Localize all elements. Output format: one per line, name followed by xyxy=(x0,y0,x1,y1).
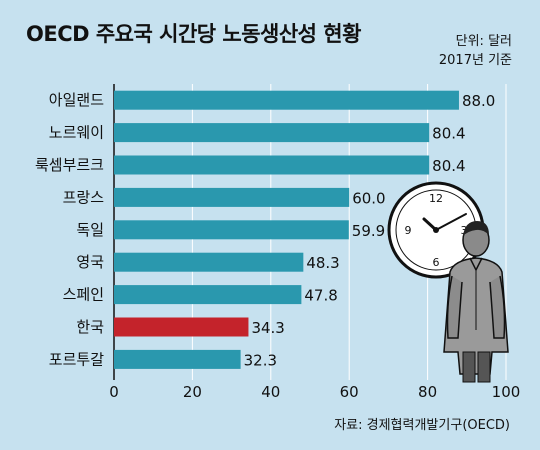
category-label: 포르투갈 xyxy=(49,350,104,368)
value-label: 80.4 xyxy=(432,125,465,143)
base-year-label: 2017년 기준 xyxy=(438,53,512,68)
value-label: 60.0 xyxy=(352,189,385,207)
bar xyxy=(114,285,302,305)
value-labels: 88.0 80.4 80.4 60.0 59.9 48.3 47.8 34.3 32.3 xyxy=(244,92,496,369)
x-tick-label: 80 xyxy=(418,383,437,401)
bar xyxy=(114,123,430,143)
category-label: 노르웨이 xyxy=(49,124,104,142)
category-label: 독일 xyxy=(76,221,104,239)
value-label: 80.4 xyxy=(432,157,465,175)
svg-text:12: 12 xyxy=(429,192,443,205)
value-label: 32.3 xyxy=(244,351,277,369)
svg-text:6: 6 xyxy=(433,256,440,269)
bar xyxy=(114,220,349,240)
clock-icon: 12 3 6 9 xyxy=(387,181,485,279)
x-tick-label: 60 xyxy=(340,383,359,401)
svg-text:9: 9 xyxy=(405,224,412,237)
value-label: 48.3 xyxy=(306,254,339,272)
x-tick-label: 40 xyxy=(261,383,280,401)
bar xyxy=(114,252,304,272)
x-tick-labels: 0 20 40 60 80 100 xyxy=(109,383,520,401)
source-note: 자료: 경제협력개발기구(OECD) xyxy=(334,418,510,433)
x-tick-label: 100 xyxy=(492,383,521,401)
x-tick-label: 20 xyxy=(183,383,202,401)
svg-text:3: 3 xyxy=(461,224,468,237)
bars xyxy=(114,90,459,369)
bar xyxy=(114,90,459,110)
value-label: 34.3 xyxy=(251,319,284,337)
bar xyxy=(114,317,249,337)
category-label: 아일랜드 xyxy=(49,91,104,109)
category-label: 영국 xyxy=(76,253,104,271)
value-label: 59.9 xyxy=(352,222,385,240)
clock-illustration: 12 3 6 9 xyxy=(387,181,509,383)
category-label: 프랑스 xyxy=(63,188,105,206)
category-label: 스페인 xyxy=(63,286,104,304)
x-tick-label: 0 xyxy=(109,383,119,401)
value-label: 47.8 xyxy=(304,287,337,305)
unit-note: 단위: 달러 2017년 기준 xyxy=(439,32,512,70)
value-label: 88.0 xyxy=(462,92,495,110)
bar xyxy=(114,349,241,369)
chart-title: OECD 주요국 시간당 노동생산성 현황 xyxy=(26,22,361,46)
unit-label: 단위: 달러 xyxy=(455,34,512,49)
businessman-icon xyxy=(443,221,509,383)
bar xyxy=(114,187,350,207)
bar xyxy=(114,155,430,175)
category-label: 한국 xyxy=(76,318,104,336)
category-label: 룩셈부르크 xyxy=(35,156,104,174)
